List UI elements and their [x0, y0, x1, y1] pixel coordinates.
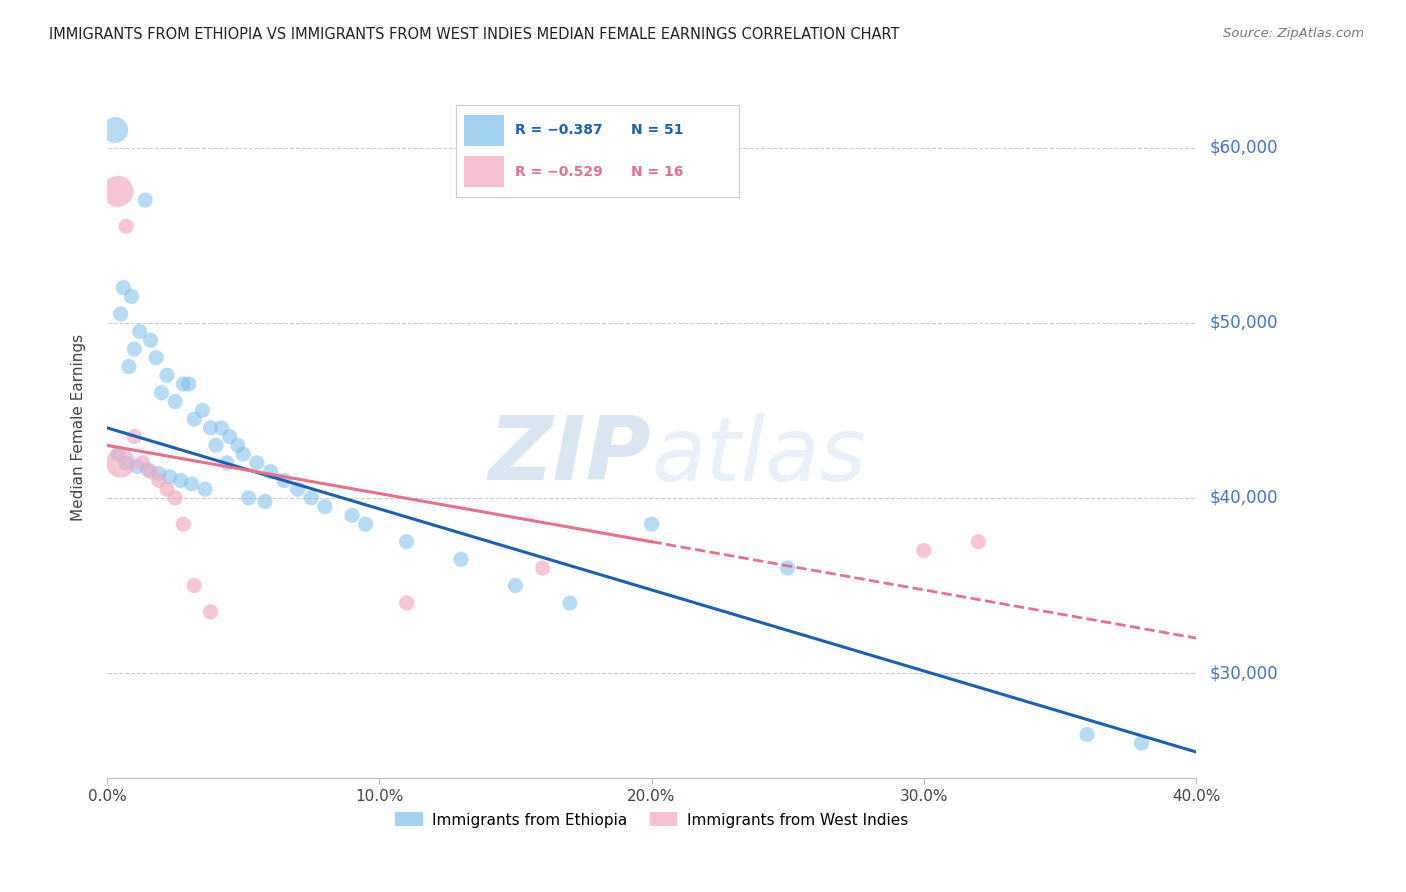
Point — [1130, 736, 1153, 750]
Point — [115, 219, 138, 234]
Point — [110, 307, 132, 321]
Point — [118, 359, 141, 374]
Point — [148, 467, 170, 481]
Point — [124, 429, 146, 443]
Point — [340, 508, 363, 523]
Point — [107, 447, 129, 461]
Point — [640, 517, 662, 532]
Point — [125, 459, 148, 474]
Point — [131, 456, 153, 470]
Point — [156, 368, 179, 383]
Point — [505, 578, 527, 592]
Point — [156, 482, 179, 496]
Point — [183, 412, 205, 426]
Point — [314, 500, 336, 514]
Point — [246, 456, 269, 470]
Point — [218, 429, 240, 443]
Point — [558, 596, 581, 610]
Point — [287, 482, 309, 496]
Text: atlas: atlas — [651, 413, 866, 499]
Text: Source: ZipAtlas.com: Source: ZipAtlas.com — [1223, 27, 1364, 40]
Point — [134, 193, 156, 207]
Point — [967, 534, 990, 549]
Point — [226, 438, 249, 452]
Point — [776, 561, 799, 575]
Point — [395, 534, 418, 549]
Point — [1076, 727, 1098, 741]
Point — [139, 465, 162, 479]
Text: IMMIGRANTS FROM ETHIOPIA VS IMMIGRANTS FROM WEST INDIES MEDIAN FEMALE EARNINGS C: IMMIGRANTS FROM ETHIOPIA VS IMMIGRANTS F… — [49, 27, 900, 42]
Point — [139, 333, 162, 347]
Text: $60,000: $60,000 — [1211, 138, 1278, 156]
Point — [354, 517, 377, 532]
Text: $50,000: $50,000 — [1211, 314, 1278, 332]
Point — [273, 474, 295, 488]
Point — [531, 561, 554, 575]
Text: $40,000: $40,000 — [1211, 489, 1278, 507]
Point — [238, 491, 260, 505]
Point — [912, 543, 935, 558]
Point — [194, 482, 217, 496]
Point — [115, 456, 138, 470]
Point — [110, 456, 132, 470]
Point — [232, 447, 254, 461]
Point — [205, 438, 228, 452]
Point — [165, 394, 187, 409]
Y-axis label: Median Female Earnings: Median Female Earnings — [72, 334, 86, 522]
Point — [183, 578, 205, 592]
Point — [112, 281, 135, 295]
Point — [253, 494, 276, 508]
Point — [191, 403, 214, 417]
Point — [172, 377, 194, 392]
Point — [177, 377, 200, 392]
Point — [180, 476, 202, 491]
Point — [107, 184, 129, 198]
Point — [299, 491, 322, 505]
Point — [128, 325, 150, 339]
Point — [200, 605, 222, 619]
Point — [215, 456, 238, 470]
Point — [209, 421, 232, 435]
Point — [150, 385, 173, 400]
Point — [148, 474, 170, 488]
Point — [136, 463, 159, 477]
Point — [169, 474, 191, 488]
Point — [395, 596, 418, 610]
Point — [259, 465, 281, 479]
Point — [121, 289, 143, 303]
Point — [145, 351, 167, 365]
Legend: Immigrants from Ethiopia, Immigrants from West Indies: Immigrants from Ethiopia, Immigrants fro… — [389, 806, 914, 834]
Point — [200, 421, 222, 435]
Point — [104, 123, 127, 137]
Text: ZIP: ZIP — [489, 412, 651, 500]
Point — [172, 517, 194, 532]
Point — [124, 342, 146, 356]
Text: $30,000: $30,000 — [1211, 665, 1278, 682]
Point — [450, 552, 472, 566]
Point — [165, 491, 187, 505]
Point — [159, 470, 181, 484]
